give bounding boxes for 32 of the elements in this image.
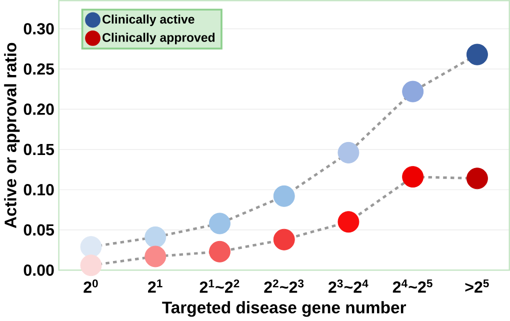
x-tick-label: 2$^{0}$ [84,280,98,293]
point [402,166,424,188]
x-tick-label: 2$^{1}$ [148,280,162,293]
x-tick-label: 2$^{2}$~2$^{3}$ [264,280,304,293]
point [466,168,488,190]
x-tick-label: >2$^{5}$ [465,280,489,293]
y-tick-label: 0.10 [24,184,54,196]
point [80,236,102,258]
x-axis-title: Targeted disease gene number [162,301,406,317]
y-tick-label: 0.05 [24,224,54,236]
x-tick-label: 2$^{3}$~2$^{4}$ [328,280,368,293]
legend-label: Clinically active [102,14,194,26]
y-tick-label: 0.00 [24,264,54,276]
point [144,246,166,268]
legend-label: Clinically approved [102,32,215,44]
point [208,212,230,234]
x-tick-label: 2$^{1}$~2$^{2}$ [200,280,240,293]
point [338,211,360,233]
point [338,142,360,164]
point [80,254,102,276]
point [144,226,166,248]
point [402,80,424,102]
point [273,185,295,207]
y-tick-label: 0.15 [24,144,54,156]
y-tick-label: 0.20 [24,104,54,115]
point [273,228,295,250]
y-tick-label: 0.25 [24,63,54,75]
point [208,240,230,262]
y-axis-title: Active or approval ratio [4,42,20,228]
y-tick-label: 0.30 [24,23,54,35]
x-tick-label: 2$^{4}$~2$^{5}$ [392,280,432,293]
point [466,44,488,66]
